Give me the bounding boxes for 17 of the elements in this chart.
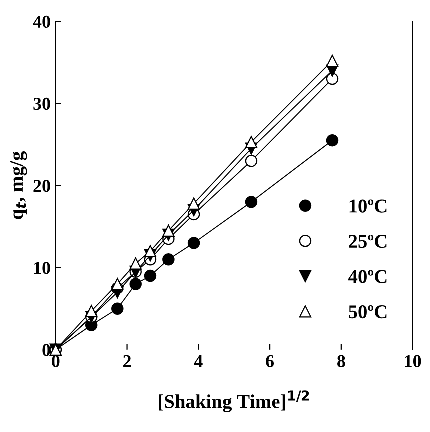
x-tick-label: 0 bbox=[52, 355, 60, 368]
x-tick-label: 2 bbox=[124, 355, 132, 368]
y-tick-label: 30 bbox=[34, 98, 50, 110]
x-tick-label: 8 bbox=[338, 355, 346, 368]
x-tick-label: 4 bbox=[194, 355, 203, 368]
y-tick-label: 10 bbox=[34, 262, 50, 274]
legend-label: 10ºC bbox=[350, 200, 387, 213]
y-tick-label: 20 bbox=[34, 180, 50, 192]
x-axis-title: [Shaking Time]$^{1/2}$ bbox=[159, 390, 310, 412]
x-tick-label: 10 bbox=[405, 355, 422, 368]
x-tick-label: 6 bbox=[266, 355, 274, 368]
y-tick-label: 0 bbox=[42, 344, 50, 356]
y-axis-title: q$_{t}$, mg/g bbox=[10, 152, 28, 220]
legend-label: 40ºC bbox=[348, 270, 387, 284]
y-tick-label: 40 bbox=[33, 16, 50, 28]
legend-label: 25ºC bbox=[349, 235, 387, 248]
legend-label: 50ºC bbox=[349, 306, 387, 319]
